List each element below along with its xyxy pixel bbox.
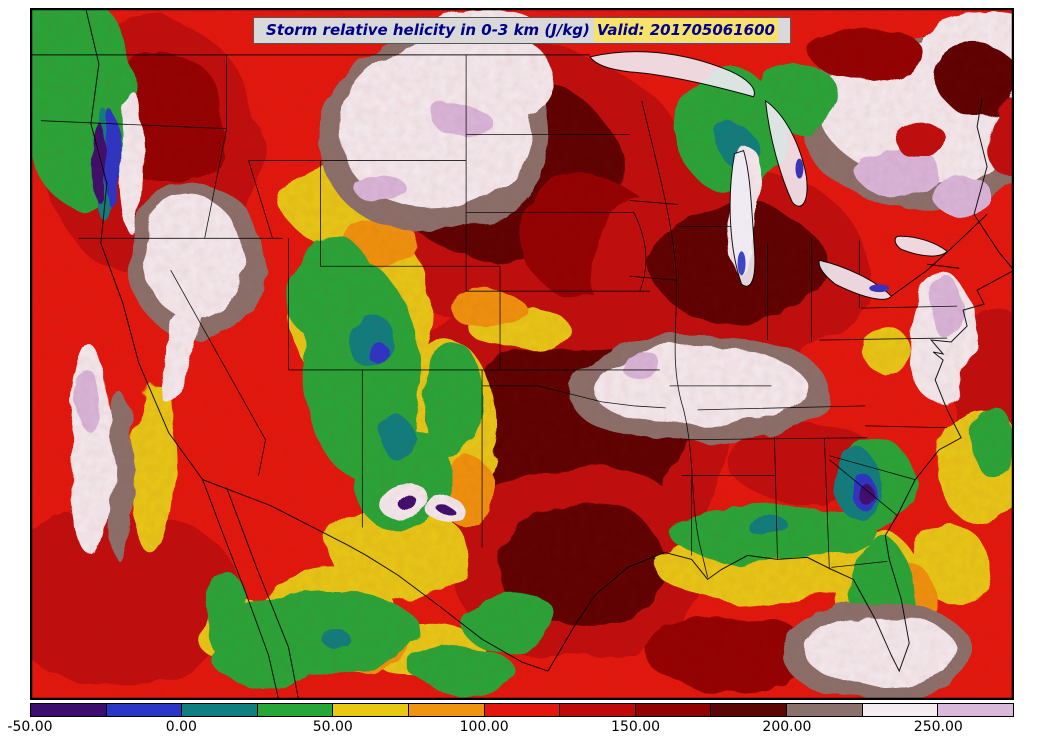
colorbar-tick-label: 200.00 (762, 719, 812, 735)
field-texture (31, 9, 1013, 699)
colorbar-segment (409, 704, 485, 716)
colorbar-segment (484, 704, 561, 716)
geographic-borders (31, 9, 1013, 699)
colorbar-segment (257, 704, 334, 716)
colorbar-segment (711, 704, 788, 716)
colorbar-ticks: -50.00 0.00 50.00 100.00 150.00 200.00 250.00 (7, 719, 1014, 739)
colorbar-tick-label: 250.00 (913, 719, 963, 735)
colorbar-segment (635, 704, 712, 716)
state-borders (40, 54, 958, 578)
map-valid-time: Valid: 201705061600 (593, 18, 778, 42)
map-title: Storm relative helicity in 0-3 km (J/kg)… (253, 17, 791, 44)
colorbar-segment (182, 704, 258, 716)
colorbar-tick-label: 150.00 (611, 719, 661, 735)
colorbar-segment (862, 704, 939, 716)
colorbar-segment (938, 704, 1013, 716)
helicity-map (31, 9, 1013, 699)
plot-frame (31, 9, 1013, 699)
coastline (85, 9, 1013, 699)
colorbar-tick-label: 50.00 (312, 719, 353, 735)
map-plot-area (30, 8, 1014, 700)
great-lakes (589, 51, 948, 300)
canada-border (31, 54, 988, 297)
colorbar-segment (31, 704, 107, 716)
colorbar-segment (787, 704, 863, 716)
colorbar-segment (560, 704, 636, 716)
colorbar (30, 703, 1014, 717)
colorbar-segment (106, 704, 183, 716)
colorbar-tick-label: 100.00 (459, 719, 509, 735)
colorbar-tick-label: 0.00 (165, 719, 197, 735)
colorbar-segment (333, 704, 410, 716)
colorbar-tick-label: -50.00 (7, 719, 53, 735)
map-title-text: Storm relative helicity in 0-3 km (J/kg) (266, 21, 590, 39)
